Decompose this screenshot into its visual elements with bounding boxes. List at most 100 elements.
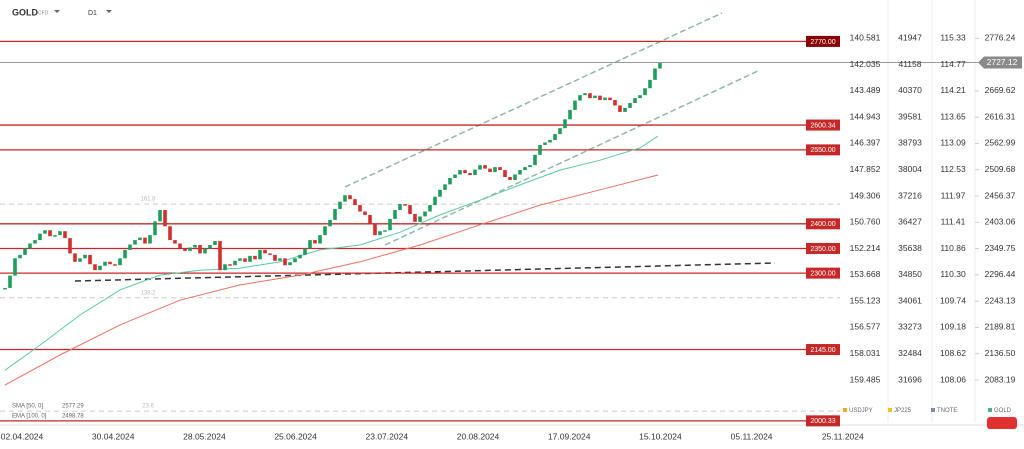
candle xyxy=(323,226,327,236)
symbol-kind: CFD xyxy=(38,10,49,16)
candle xyxy=(73,253,77,262)
candle xyxy=(133,240,137,245)
candle xyxy=(378,231,382,236)
candle xyxy=(123,249,127,259)
candle xyxy=(38,233,42,241)
level-label: 2400.00 xyxy=(810,221,835,228)
y-tick-label: 2669.62 xyxy=(985,85,1016,95)
candle xyxy=(338,201,342,210)
candle xyxy=(53,235,57,237)
candle xyxy=(63,231,67,239)
compare-tick-label: 38793 xyxy=(898,138,922,148)
candle xyxy=(538,144,542,155)
x-tick-label: 25.11.2024 xyxy=(822,431,864,441)
candle xyxy=(303,248,307,255)
compare-tick-label: 114.21 xyxy=(940,85,966,95)
compare-tick-label: 153.668 xyxy=(850,269,881,279)
candle xyxy=(23,248,27,255)
x-tick-label: 17.09.2024 xyxy=(548,431,591,441)
symbol: GOLD xyxy=(12,7,38,17)
compare-tick-label: 109.18 xyxy=(940,322,966,332)
y-tick-label: 2509.68 xyxy=(985,164,1016,174)
candle xyxy=(193,245,197,248)
candle xyxy=(233,260,237,266)
level-tag xyxy=(806,119,840,131)
candle xyxy=(443,184,447,190)
candle xyxy=(363,211,367,215)
candle xyxy=(428,205,432,212)
candle xyxy=(413,213,417,222)
compare-tick-label: 31696 xyxy=(898,374,922,384)
y-tick-label: 2136.50 xyxy=(985,348,1016,358)
candle xyxy=(478,165,482,170)
x-tick-label: 20.08.2024 xyxy=(457,431,500,441)
y-tick-label: 2456.37 xyxy=(985,190,1016,200)
fib-label: 23.6 xyxy=(142,404,154,410)
timeframe[interactable]: D1 xyxy=(88,10,97,17)
compare-tick-label: 155.123 xyxy=(850,295,881,305)
candle xyxy=(158,210,162,222)
candle xyxy=(223,264,227,271)
x-tick-label: 28.05.2024 xyxy=(183,431,226,441)
compare-tick-label: 33273 xyxy=(898,322,922,332)
trend-line xyxy=(74,262,776,282)
level-tag xyxy=(806,218,840,230)
dropdown-arrow[interactable] xyxy=(106,10,112,13)
candle xyxy=(548,140,552,143)
x-tick-label: 30.04.2024 xyxy=(92,431,135,441)
candle xyxy=(653,68,657,80)
candle xyxy=(113,264,117,266)
x-tick-label: 02.04.2024 xyxy=(1,431,44,441)
candle xyxy=(408,205,412,214)
compare-tick-label: 38004 xyxy=(898,164,922,174)
candle xyxy=(563,119,567,129)
candle xyxy=(398,204,402,211)
compare-tick-label: 149.306 xyxy=(850,190,881,200)
price-tag xyxy=(978,56,1022,69)
candle xyxy=(78,258,82,262)
ma-legend-value: 2498.78 xyxy=(62,414,84,420)
level-label: 2300.00 xyxy=(810,270,835,277)
compare-tick-label: 159.485 xyxy=(850,374,881,384)
level-tag xyxy=(806,344,840,356)
candle xyxy=(458,170,462,175)
ma-legend: EMA [100, 0] xyxy=(12,414,47,420)
compare-tick-label: 108.06 xyxy=(940,374,966,384)
moving-average xyxy=(4,135,659,371)
candle xyxy=(268,253,272,255)
compare-tick-label: 140.581 xyxy=(850,33,881,43)
candle xyxy=(373,223,377,236)
candle xyxy=(143,237,147,244)
candle xyxy=(328,219,332,227)
level-label: 2145.00 xyxy=(810,347,835,354)
candle xyxy=(513,174,517,180)
y-tick-label: 2083.19 xyxy=(985,374,1016,384)
candle xyxy=(238,258,242,261)
active-tab[interactable] xyxy=(987,417,1017,429)
level-label: 2770.00 xyxy=(810,39,835,46)
x-tick-label: 23.07.2024 xyxy=(366,431,409,441)
fib-label: 138.2 xyxy=(140,290,156,296)
compare-tick-label: 111.41 xyxy=(941,217,966,227)
compare-tick-label: 158.031 xyxy=(850,348,881,358)
candle xyxy=(583,93,587,96)
candle xyxy=(388,218,392,231)
compare-tick-label: 142.035 xyxy=(850,59,881,69)
candle xyxy=(148,235,152,244)
candle xyxy=(613,100,617,106)
candle xyxy=(483,165,487,169)
level-tag xyxy=(806,144,840,156)
candle xyxy=(418,216,422,222)
compare-tick-label: 114.77 xyxy=(940,59,966,69)
level-label: 2600.34 xyxy=(810,122,835,129)
dropdown-arrow[interactable] xyxy=(54,10,60,13)
candle xyxy=(118,258,122,266)
candle xyxy=(393,210,397,219)
candle xyxy=(188,247,192,251)
candle xyxy=(298,254,302,259)
compare-tick-label: 41947 xyxy=(898,33,922,43)
ma-legend: SMA [50, 0] xyxy=(12,404,43,410)
compare-tick-label: 109.74 xyxy=(940,295,966,305)
level-label: 2000.33 xyxy=(810,418,835,425)
candle xyxy=(58,231,62,236)
